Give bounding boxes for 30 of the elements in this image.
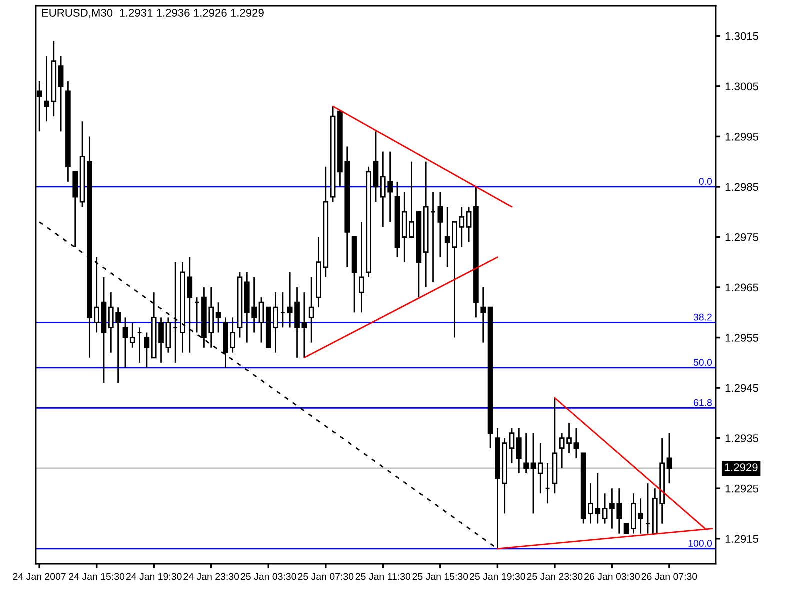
x-tick-label: 26 Jan 07:30 <box>642 573 698 580</box>
annotation: 38.2 <box>694 314 712 321</box>
y-tick-label: 1.2925 <box>726 484 759 493</box>
x-tick-label: 26 Jan 03:30 <box>584 573 640 580</box>
annotation: 100.0 <box>688 540 712 547</box>
y-tick-label: 1.3005 <box>726 82 759 91</box>
x-tick-label: 25 Jan 15:30 <box>412 573 468 580</box>
y-tick-label: 1.2985 <box>726 183 759 192</box>
x-tick-label: 25 Jan 19:30 <box>470 573 526 580</box>
x-tick-label: 24 Jan 2007 <box>13 573 66 580</box>
annotation: 61.8 <box>694 399 712 406</box>
y-tick-label: 1.2955 <box>726 334 759 342</box>
x-tick-label: 24 Jan 23:30 <box>184 573 240 580</box>
y-tick-label: 1.2995 <box>726 132 759 141</box>
x-tick-label: 25 Jan 07:30 <box>298 573 354 580</box>
chart-title: EURUSD,M30 1.2931 1.2936 1.2926 1.2929 <box>42 9 264 18</box>
ref-line-label: 1.2929 <box>725 464 758 472</box>
y-tick-label: 1.2935 <box>726 434 759 442</box>
x-tick-label: 25 Jan 23:30 <box>527 573 583 580</box>
x-tick-label: 24 Jan 19:30 <box>126 573 182 580</box>
x-tick-label: 24 Jan 15:30 <box>69 573 125 580</box>
y-tick-label: 1.2975 <box>726 234 759 242</box>
y-tick-label: 1.2915 <box>726 535 759 543</box>
y-tick-label: 1.2965 <box>726 284 759 292</box>
annotation: 0.0 <box>699 178 712 186</box>
x-tick-label: 25 Jan 11:30 <box>356 573 411 580</box>
y-tick-label: 1.3015 <box>726 32 759 40</box>
x-tick-label: 25 Jan 03:30 <box>241 573 296 580</box>
y-tick-label: 1.2945 <box>726 384 759 392</box>
annotation: 50.0 <box>694 359 712 366</box>
